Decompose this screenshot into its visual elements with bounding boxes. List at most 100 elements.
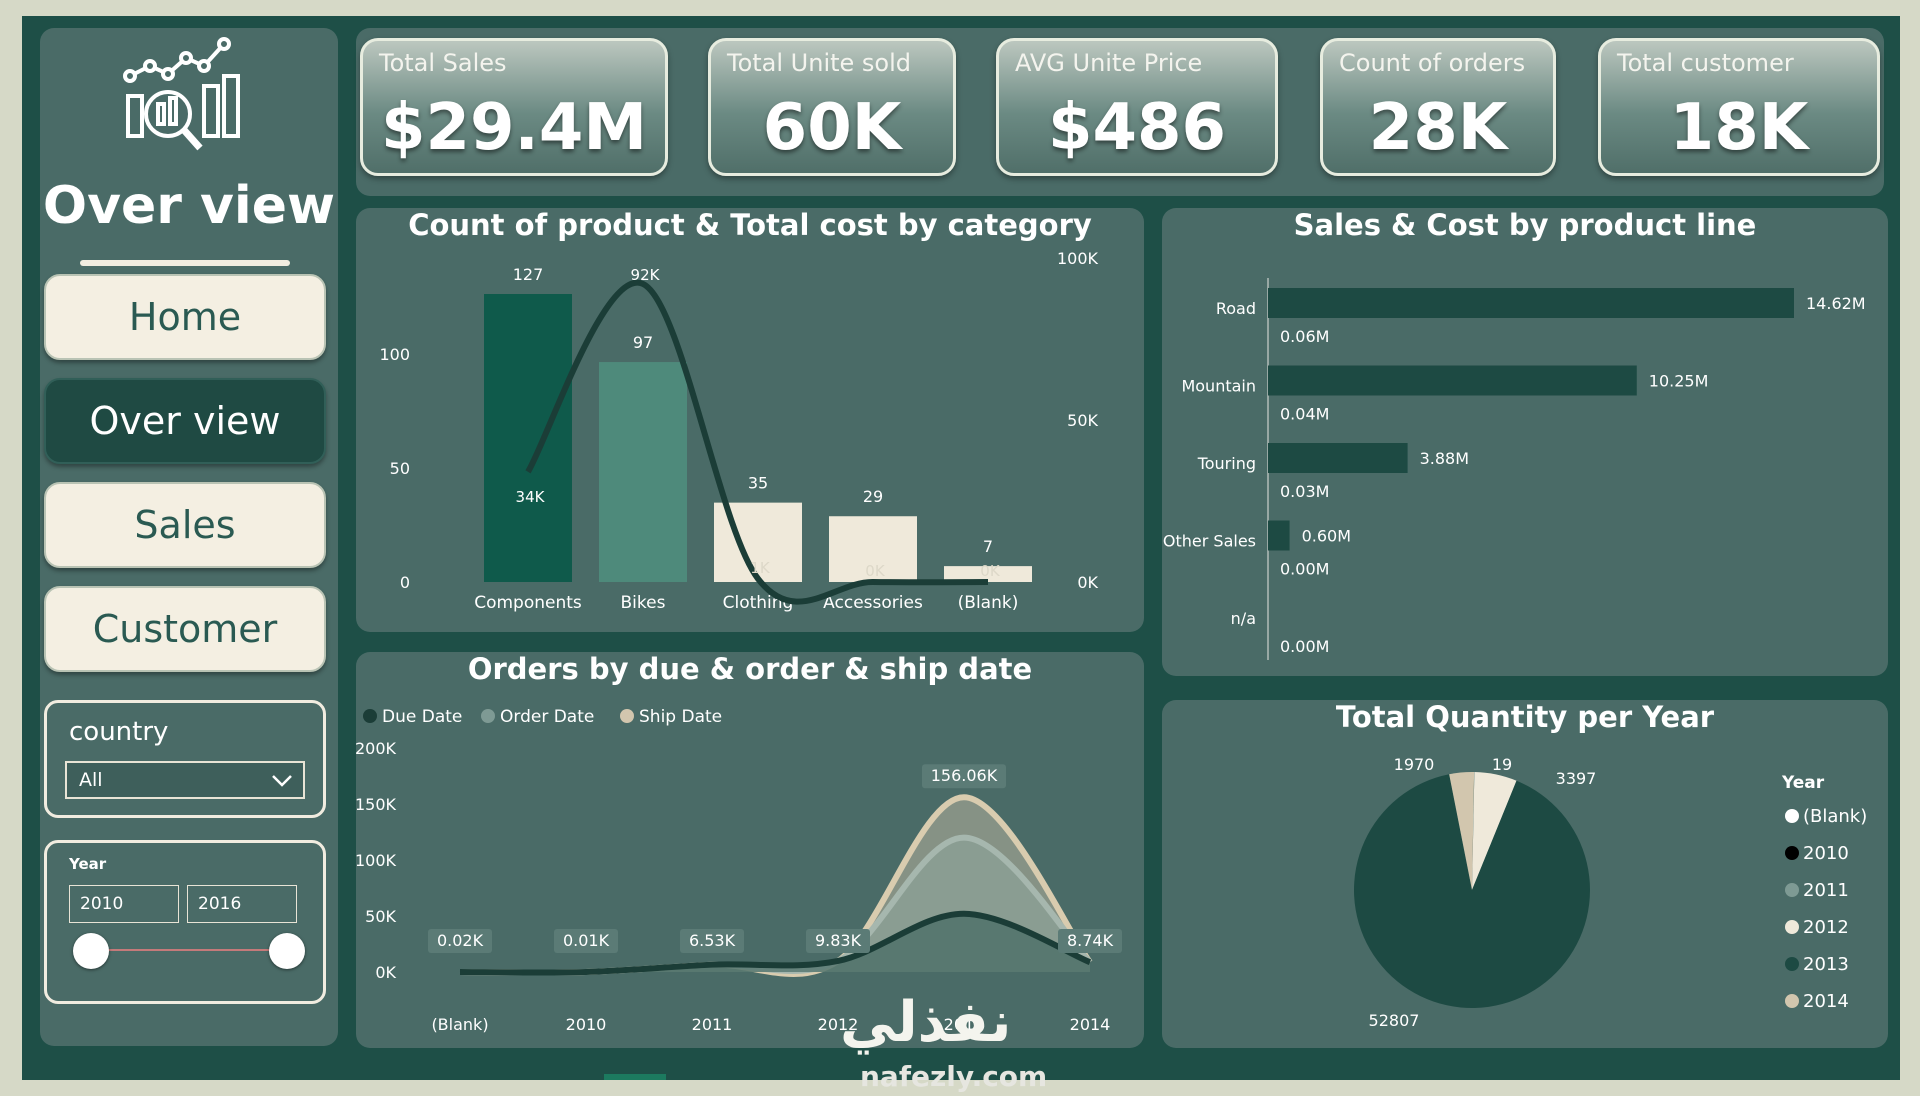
line-due-date xyxy=(459,910,1092,976)
x-axis-tick: 2010 xyxy=(566,1015,607,1034)
orders-area-chart: Due Date Order Date Ship Date 0K 50K 100K 150K… xyxy=(356,707,1122,1034)
data-label: 9.83K xyxy=(815,931,862,950)
x-axis-tick: 2012 xyxy=(818,1015,859,1034)
pie-data-label: 3397 xyxy=(1556,769,1597,788)
data-label: 8.74K xyxy=(1067,931,1114,950)
legend-label: 2014 xyxy=(1803,991,1849,1012)
data-label: 6.53K xyxy=(689,931,736,950)
product-line-bar-chart: Road 14.62M 0.06M Mountain 10.25M 0.04M Tourin… xyxy=(1163,278,1866,660)
data-label-box xyxy=(428,929,492,953)
data-label-box xyxy=(806,929,870,953)
legend-label: 2011 xyxy=(1803,880,1849,901)
kpi-card-total-sales: Total Sales $29.4M xyxy=(360,38,668,176)
y-axis-tick: 100K xyxy=(356,851,397,870)
y-axis-right-tick: 50K xyxy=(1067,411,1098,430)
legend-marker xyxy=(363,709,377,723)
y-axis-left-tick: 50 xyxy=(390,459,410,478)
country-filter: country All xyxy=(44,700,326,818)
kpi-label: Total Sales xyxy=(379,49,507,77)
y-axis-right-tick: 0K xyxy=(1077,573,1098,592)
chart-title: Total Quantity per Year xyxy=(1335,700,1715,734)
kpi-strip: Total Sales $29.4M Total Unite sold 60K … xyxy=(356,28,1884,196)
legend-label: (Blank) xyxy=(1803,806,1867,827)
legend-label: 2010 xyxy=(1803,843,1849,864)
legend-label: Ship Date xyxy=(639,707,722,727)
line-data-label: 34K xyxy=(516,488,546,506)
pie-slice xyxy=(1449,772,1475,890)
nav-customer-button[interactable]: Customer xyxy=(44,586,326,672)
bar-data-label: 35 xyxy=(748,474,768,493)
x-axis-tick: 2011 xyxy=(692,1015,733,1034)
data-label: 0.01K xyxy=(563,931,610,950)
legend-marker xyxy=(1785,994,1799,1008)
kpi-label: Count of orders xyxy=(1339,49,1526,77)
year-slider-start-handle[interactable] xyxy=(73,933,109,969)
sales-bar-label: 0.60M xyxy=(1302,527,1351,546)
chart-title: Count of product & Total cost by categor… xyxy=(408,208,1092,242)
pie-data-label: 19 xyxy=(1492,755,1512,774)
kpi-label: AVG Unite Price xyxy=(1015,49,1203,77)
bar-product-count xyxy=(829,516,917,582)
sales-bar xyxy=(1268,520,1290,551)
quantity-pie-chart: 3397 52807 1970 19 Year (Blank) 2010 2011 2012 20… xyxy=(1354,755,1867,1030)
line-data-label: 1K xyxy=(750,559,771,577)
kpi-value: $29.4M xyxy=(380,91,648,165)
kpi-label: Total Unite sold xyxy=(727,49,912,77)
bar-product-count xyxy=(484,294,572,582)
y-axis-tick: 0K xyxy=(375,963,396,982)
y-axis-category-label: n/a xyxy=(1231,609,1256,628)
cost-bar-label: 0.04M xyxy=(1280,405,1329,424)
product-line-chart-panel: Sales & Cost by product line Road 14.62M 0… xyxy=(1162,208,1888,676)
kpi-card-units-sold: Total Unite sold 60K xyxy=(708,38,956,176)
sales-bar xyxy=(1268,365,1637,396)
line-data-label: 92K xyxy=(631,266,661,284)
orders-date-chart-panel: Orders by due & order & ship date Due Da… xyxy=(356,652,1144,1048)
y-axis-category-label: Mountain xyxy=(1181,377,1256,396)
data-label-box xyxy=(922,764,1006,789)
title-underline xyxy=(80,260,290,266)
cost-bar-label: 0.06M xyxy=(1280,327,1329,346)
year-slider-track[interactable] xyxy=(95,949,293,951)
x-axis-tick: (Blank) xyxy=(958,593,1019,613)
year-slider-end-handle[interactable] xyxy=(269,933,305,969)
legend-title: Year xyxy=(1781,773,1825,793)
nav-overview-button[interactable]: Over view xyxy=(44,378,326,464)
x-axis-tick: 2014 xyxy=(1070,1015,1111,1034)
country-dropdown[interactable]: All xyxy=(65,761,305,799)
y-axis-left-tick: 100 xyxy=(379,345,410,364)
watermark-url: nafezly.com xyxy=(860,1060,1048,1093)
sales-bar-label: 3.88M xyxy=(1420,449,1469,468)
sales-bar-label: 14.62M xyxy=(1806,294,1866,313)
year-from-input[interactable]: 2010 xyxy=(69,885,179,923)
sidebar-title: Over view xyxy=(42,176,336,236)
y-axis-right-tick: 100K xyxy=(1057,249,1099,268)
legend-marker xyxy=(481,709,495,723)
country-filter-label: country xyxy=(69,717,169,747)
bar-data-label: 29 xyxy=(863,487,883,506)
x-axis-tick: (Blank) xyxy=(431,1015,488,1034)
kpi-value: $486 xyxy=(1047,91,1227,165)
nav-home-button[interactable]: Home xyxy=(44,274,326,360)
legend-marker xyxy=(1785,809,1799,823)
nav-sales-button[interactable]: Sales xyxy=(44,482,326,568)
pie-data-label: 1970 xyxy=(1394,755,1435,774)
cost-bar-label: 0.03M xyxy=(1280,482,1329,501)
quantity-pie-panel: Total Quantity per Year 3397 52807 1970 19 Y… xyxy=(1162,700,1888,1048)
y-axis-tick: 50K xyxy=(365,907,396,926)
y-axis-category-label: Road xyxy=(1216,299,1256,318)
data-label-box xyxy=(1058,929,1122,953)
kpi-card-avg-unit-price: AVG Unite Price $486 xyxy=(996,38,1278,176)
data-label: 156.06K xyxy=(931,766,998,785)
analytics-logo-icon xyxy=(123,37,240,151)
y-axis-left-tick: 0 xyxy=(400,573,410,592)
pie-slice xyxy=(1354,774,1590,1008)
legend-label: Due Date xyxy=(382,707,462,727)
pie-slice xyxy=(1472,772,1475,890)
cost-bar-label: 0.00M xyxy=(1280,637,1329,656)
legend-label: 2013 xyxy=(1803,954,1849,975)
year-filter: Year 2010 2016 xyxy=(44,840,326,1004)
y-axis-category-label: Touring xyxy=(1197,454,1256,473)
x-axis-tick: Accessories xyxy=(823,593,923,613)
year-to-input[interactable]: 2016 xyxy=(187,885,297,923)
year-filter-label: Year xyxy=(69,855,107,873)
